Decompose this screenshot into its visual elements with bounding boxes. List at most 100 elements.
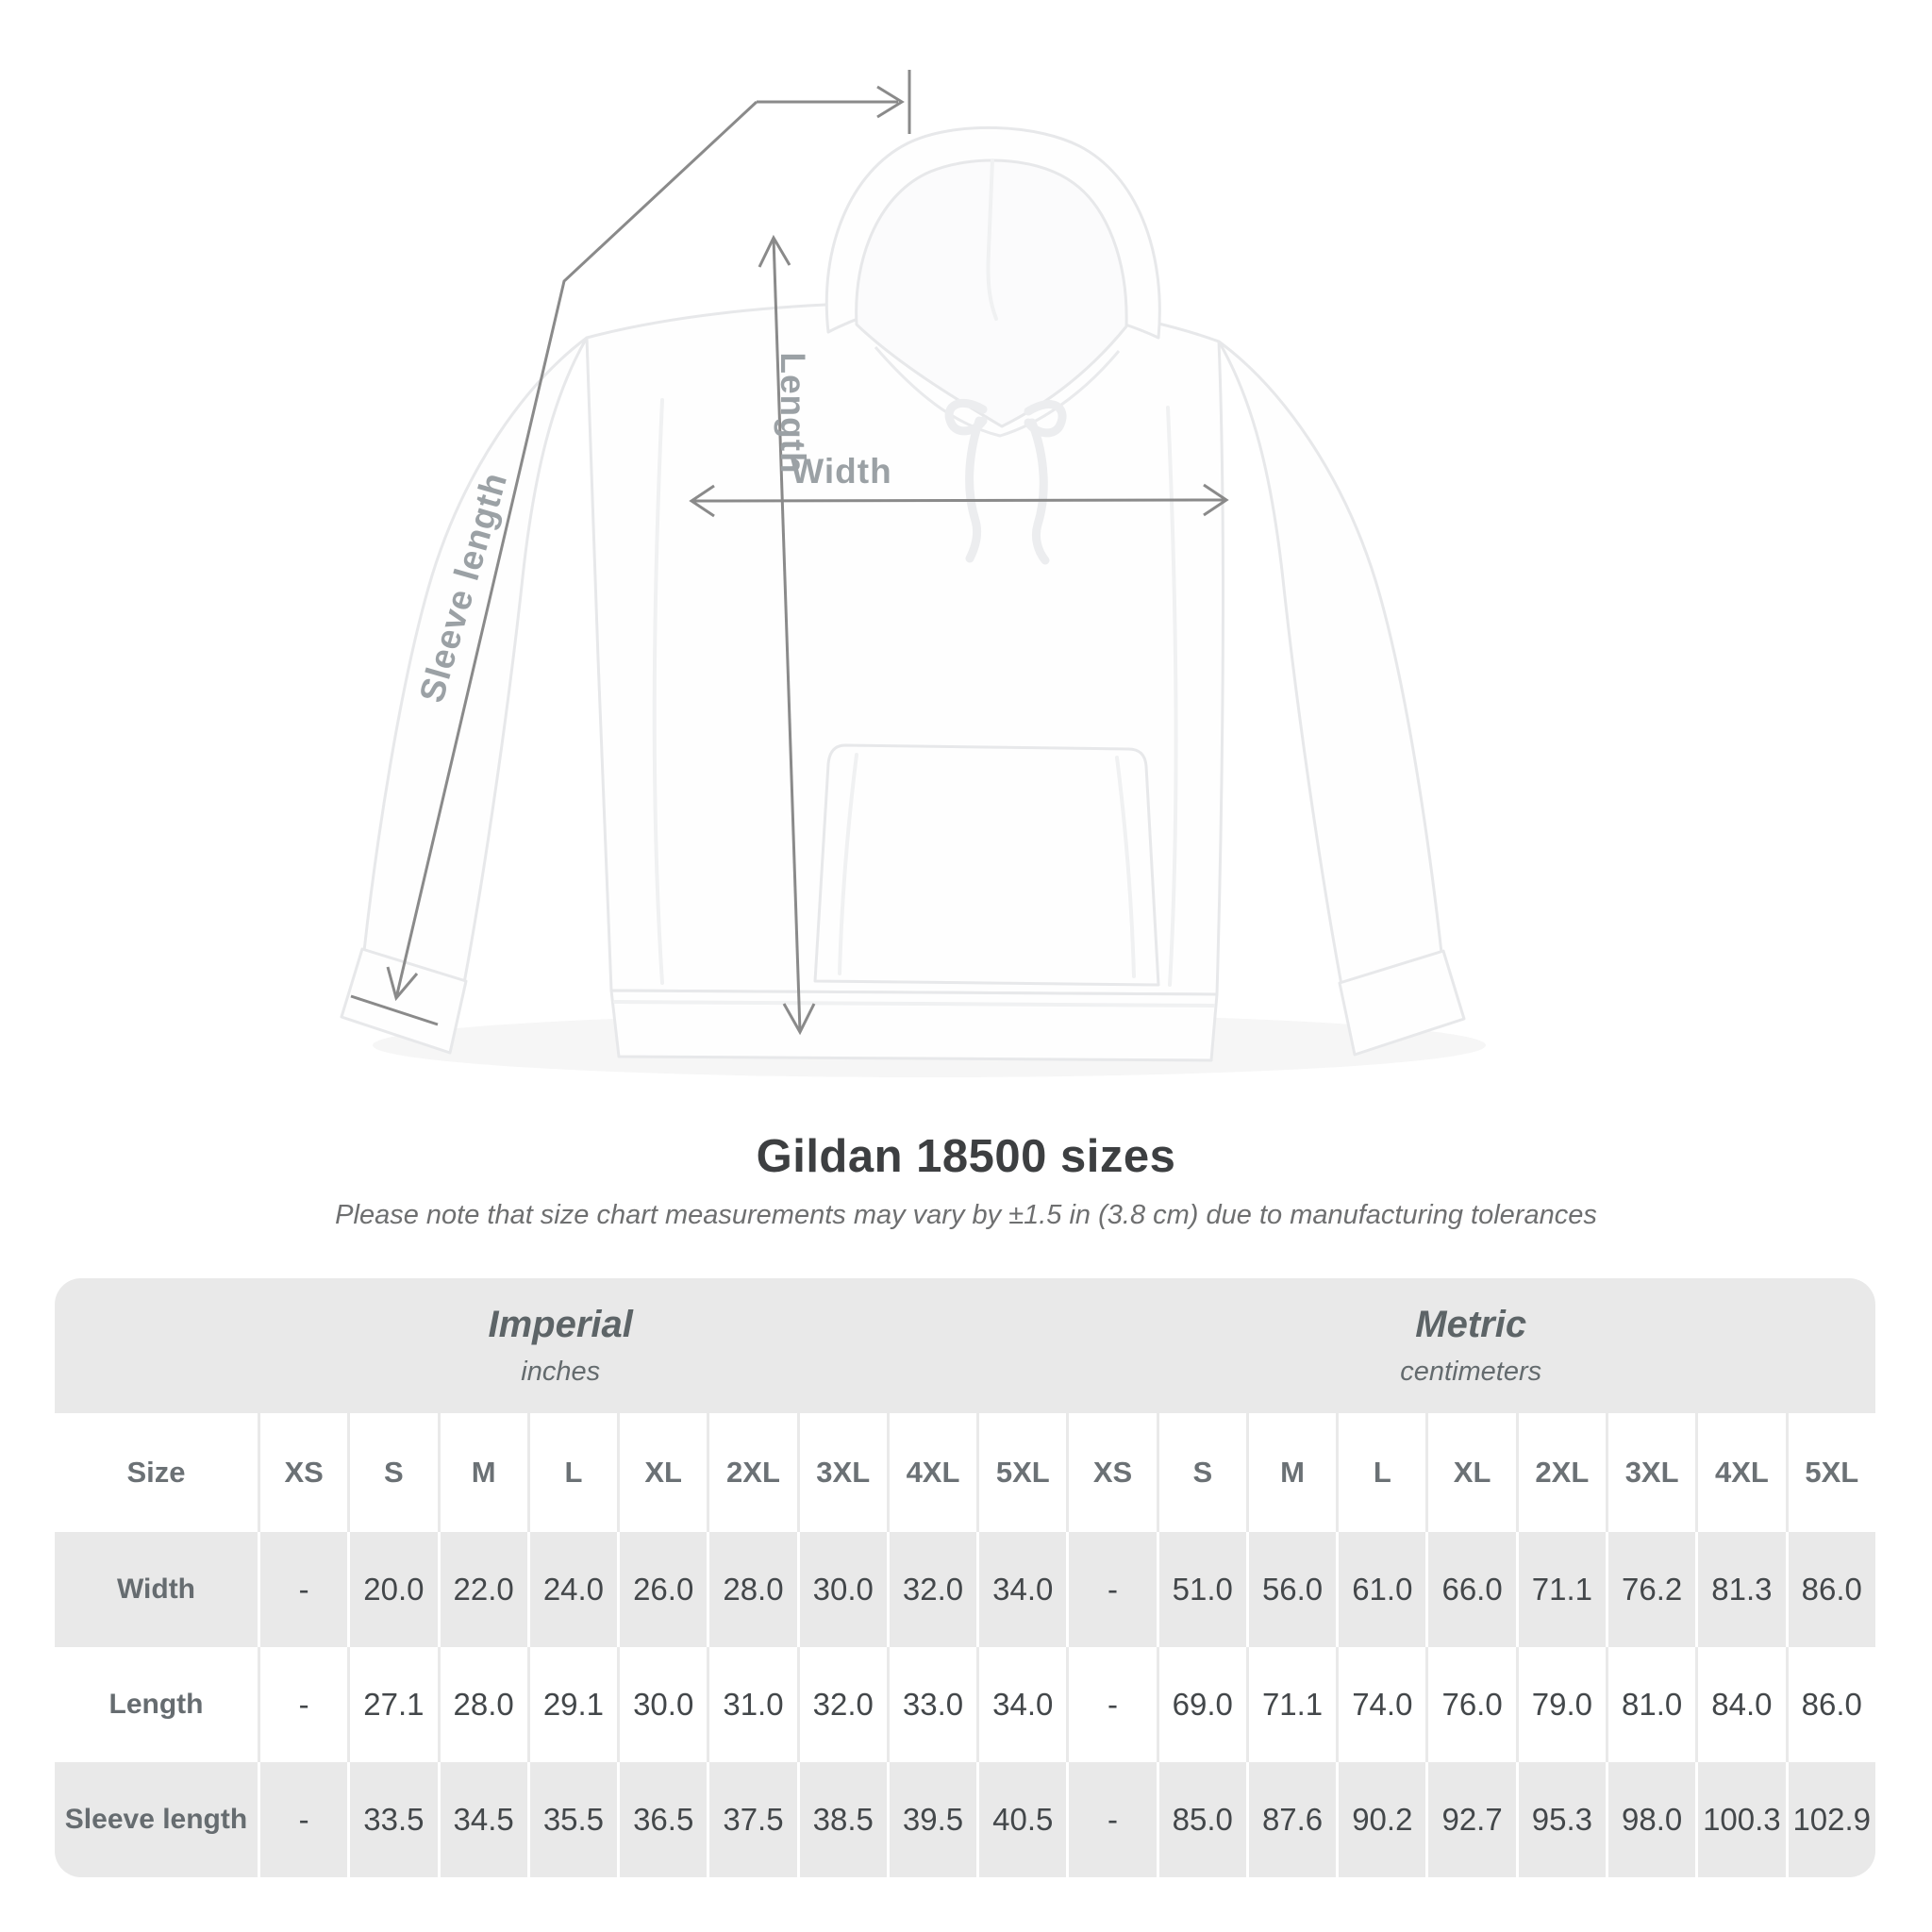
pocket-seam-right (1115, 756, 1136, 978)
table-cell: 74.0 (1336, 1647, 1426, 1762)
table-cell: - (258, 1532, 348, 1647)
table-cell: 100.3 (1695, 1762, 1786, 1877)
width-arrowhead-right (1203, 483, 1229, 517)
length-measure-label: Length (774, 352, 812, 474)
hoodie-diagram-svg: Length Width Sleeve length (340, 70, 1466, 1062)
table-cell: 35.5 (526, 1762, 618, 1877)
size-header-metric-3xl: 3XL (1605, 1413, 1696, 1532)
hoodie-drawstrings (944, 398, 1067, 565)
table-cell: - (1066, 1762, 1157, 1877)
table-cell: 79.0 (1515, 1647, 1606, 1762)
size-header-metric-m: M (1245, 1413, 1337, 1532)
size-header-imperial-xl: XL (617, 1413, 708, 1532)
size-header-metric-xs: XS (1066, 1413, 1157, 1532)
hem-seam (613, 1000, 1215, 1008)
row-label-length: Length (55, 1647, 258, 1762)
size-header-imperial-l: L (526, 1413, 618, 1532)
row-label-width: Width (55, 1532, 258, 1647)
table-cell: 38.5 (796, 1762, 887, 1877)
table-row-length: Length - 27.1 28.0 29.1 30.0 31.0 32.0 3… (55, 1647, 1875, 1762)
table-cell: - (258, 1762, 348, 1877)
tolerance-note: Please note that size chart measurements… (335, 1200, 1597, 1230)
table-cell: 34.0 (976, 1647, 1067, 1762)
measurement-arrows (350, 70, 1229, 1036)
body-crease-left (652, 398, 664, 985)
table-cell: 90.2 (1336, 1762, 1426, 1877)
hoodie-measurement-diagram: Length Width Sleeve length (340, 70, 1466, 1062)
size-header-imperial-4xl: 4XL (886, 1413, 977, 1532)
hoodie-right-cuff (1338, 949, 1466, 1057)
table-cell: 92.7 (1425, 1762, 1516, 1877)
table-cell: 95.3 (1515, 1762, 1606, 1877)
unit-header-row: Imperial inches Metric centimeters (55, 1278, 1875, 1413)
table-cell: 66.0 (1425, 1532, 1516, 1647)
table-cell: 32.0 (886, 1532, 977, 1647)
size-header-imperial-5xl: 5XL (976, 1413, 1067, 1532)
imperial-label: Imperial (488, 1304, 633, 1345)
size-header-imperial-m: M (437, 1413, 527, 1532)
table-cell: 56.0 (1245, 1532, 1337, 1647)
size-header-imperial-xs: XS (258, 1413, 348, 1532)
page-title: Gildan 18500 sizes (756, 1131, 1176, 1182)
table-cell: 32.0 (796, 1647, 887, 1762)
length-arrowhead-bottom (782, 1003, 816, 1036)
width-arrowhead-left (689, 484, 715, 518)
length-line (772, 237, 802, 1033)
body-crease-right (1166, 406, 1178, 987)
table-cell: 86.0 (1785, 1532, 1875, 1647)
table-cell: 85.0 (1156, 1762, 1246, 1877)
sleeve-arrowhead-right (876, 85, 905, 119)
size-header-metric-5xl: 5XL (1785, 1413, 1875, 1532)
table-cell: 30.0 (796, 1532, 887, 1647)
imperial-unit-header: Imperial inches (55, 1278, 1067, 1413)
table-cell: 61.0 (1336, 1532, 1426, 1647)
size-header-metric-4xl: 4XL (1695, 1413, 1786, 1532)
table-cell: 39.5 (886, 1762, 977, 1877)
sleeve-cuff-tick (350, 994, 439, 1026)
size-table: Imperial inches Metric centimeters Size … (55, 1278, 1875, 1877)
table-cell: 84.0 (1695, 1647, 1786, 1762)
table-cell: 71.1 (1245, 1647, 1337, 1762)
table-cell: 31.0 (707, 1647, 797, 1762)
table-cell: 87.6 (1245, 1762, 1337, 1877)
table-cell: 28.0 (437, 1647, 527, 1762)
hood-center-seam (986, 158, 998, 321)
table-cell: - (1066, 1647, 1157, 1762)
hoodie-pocket (813, 743, 1160, 987)
table-cell: 24.0 (526, 1532, 618, 1647)
table-cell: 81.3 (1695, 1532, 1786, 1647)
hoodie-collar-seam (874, 346, 1121, 438)
size-header-imperial-s: S (347, 1413, 438, 1532)
table-cell: 29.1 (526, 1647, 618, 1762)
table-cell: - (258, 1647, 348, 1762)
table-cell: 34.0 (976, 1532, 1067, 1647)
hoodie-hem-band (609, 989, 1219, 1062)
table-cell: 34.5 (437, 1762, 527, 1877)
table-cell: 81.0 (1605, 1647, 1696, 1762)
sleeve-arrowhead-bottom (386, 966, 419, 1002)
size-header-row: Size XS S M L XL 2XL 3XL 4XL 5XL XS S M … (55, 1413, 1875, 1532)
hoodie-left-cuff (340, 947, 468, 1055)
table-cell: 28.0 (707, 1532, 797, 1647)
metric-label: Metric (1415, 1304, 1527, 1345)
table-row-width: Width - 20.0 22.0 24.0 26.0 28.0 30.0 32… (55, 1532, 1875, 1647)
sleeve-diagonal-line (394, 100, 758, 999)
table-cell: 76.0 (1425, 1647, 1516, 1762)
width-measure-label: Width (791, 452, 891, 491)
table-cell: 102.9 (1785, 1762, 1875, 1877)
table-cell: - (1066, 1532, 1157, 1647)
table-cell: 98.0 (1605, 1762, 1696, 1877)
table-cell: 20.0 (347, 1532, 438, 1647)
size-header-metric-s: S (1156, 1413, 1246, 1532)
table-cell: 69.0 (1156, 1647, 1246, 1762)
size-table-container: Imperial inches Metric centimeters Size … (55, 1278, 1875, 1877)
table-cell: 22.0 (437, 1532, 527, 1647)
table-cell: 27.1 (347, 1647, 438, 1762)
table-cell: 76.2 (1605, 1532, 1696, 1647)
table-cell: 71.1 (1515, 1532, 1606, 1647)
table-cell: 33.0 (886, 1647, 977, 1762)
table-cell: 51.0 (1156, 1532, 1246, 1647)
size-header-metric-2xl: 2XL (1515, 1413, 1606, 1532)
size-header-imperial-3xl: 3XL (796, 1413, 887, 1532)
